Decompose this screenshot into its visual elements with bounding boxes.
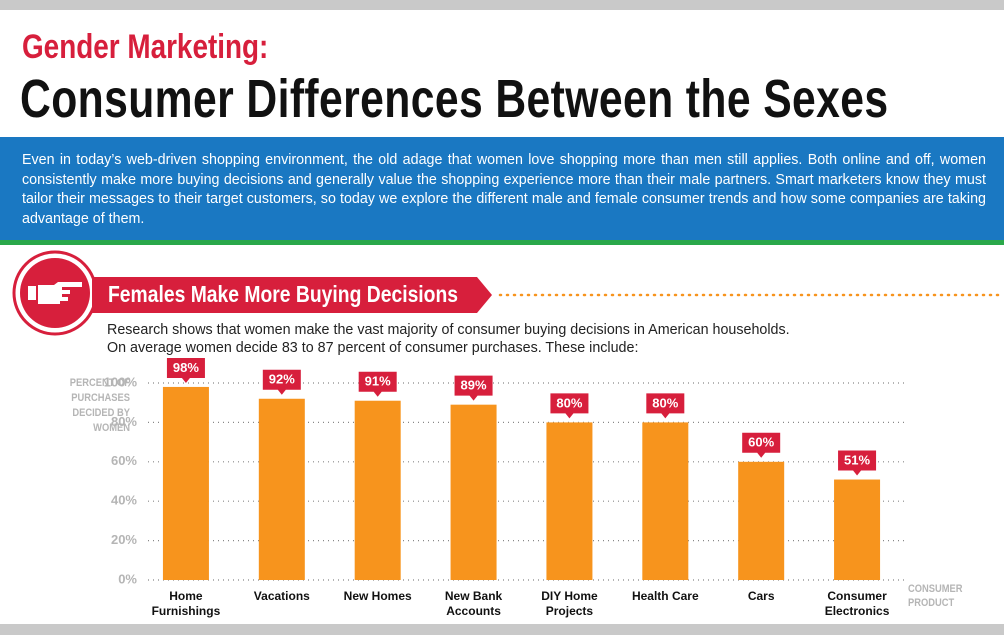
pointing-hand-icon <box>28 282 82 304</box>
value-label: 60% <box>748 435 774 450</box>
x-tick-label: DIY Home Projects <box>541 589 598 618</box>
value-label: 98% <box>173 360 199 375</box>
bar <box>546 422 593 580</box>
value-label: 92% <box>269 372 295 387</box>
value-callout <box>358 371 397 397</box>
x-tick-label: Vacations <box>253 589 310 603</box>
value-label: 80% <box>556 395 582 410</box>
bar <box>834 479 881 580</box>
bar <box>642 422 689 580</box>
y-tick-label: 20% <box>111 532 137 547</box>
y-tick-label: 60% <box>111 453 137 468</box>
value-label: 89% <box>461 378 487 393</box>
section-description: Research shows that women make the vast … <box>107 321 790 357</box>
bar <box>738 461 785 580</box>
y-tick-label: 0% <box>118 571 137 586</box>
value-callout <box>454 375 493 401</box>
value-callout <box>838 450 877 476</box>
intro: Even in today’s web-driven shopping envi… <box>0 137 1004 245</box>
value-label: 51% <box>844 452 870 467</box>
x-tick-label: New Homes <box>343 589 412 603</box>
value-callout <box>646 393 685 419</box>
value-callout <box>166 357 205 383</box>
x-tick-label: Cars <box>747 589 775 603</box>
title: Gender Marketing: <box>22 28 269 66</box>
top-bar <box>0 0 1004 10</box>
y-tick-label: 40% <box>111 493 137 508</box>
bar <box>258 398 305 580</box>
section-banner <box>92 277 492 313</box>
y-axis-label: PERCENT OF PURCHASES DECIDED BY WOMEN <box>69 377 130 434</box>
value-label: 80% <box>652 395 678 410</box>
x-tick-label: Health Care <box>631 589 699 603</box>
bar <box>450 404 497 580</box>
section-title: Females Make More Buying Decisions <box>108 281 459 307</box>
x-tick-label: Home Furnishings <box>151 589 221 618</box>
bar <box>162 386 209 580</box>
subtitle: Consumer Differences Between the Sexes <box>20 69 889 129</box>
bottom-bar <box>0 624 1004 635</box>
y-tick-label: 80% <box>111 414 137 429</box>
value-callout <box>742 432 781 458</box>
x-tick-label: Consumer Electronics <box>824 589 890 618</box>
value-callout <box>262 369 301 395</box>
y-tick-label: 100% <box>104 374 138 389</box>
x-axis-label: CONSUMER PRODUCT <box>908 583 963 609</box>
value-callout <box>550 393 589 419</box>
bar <box>354 400 401 580</box>
x-tick-label: New Bank Accounts <box>444 589 503 618</box>
description-line: On average women decide 83 to 87 percent… <box>107 340 639 356</box>
value-label: 91% <box>365 374 391 389</box>
description-line: Research shows that women make the vast … <box>107 322 790 338</box>
